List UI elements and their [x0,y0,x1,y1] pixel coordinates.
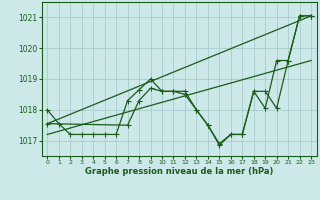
X-axis label: Graphe pression niveau de la mer (hPa): Graphe pression niveau de la mer (hPa) [85,167,273,176]
